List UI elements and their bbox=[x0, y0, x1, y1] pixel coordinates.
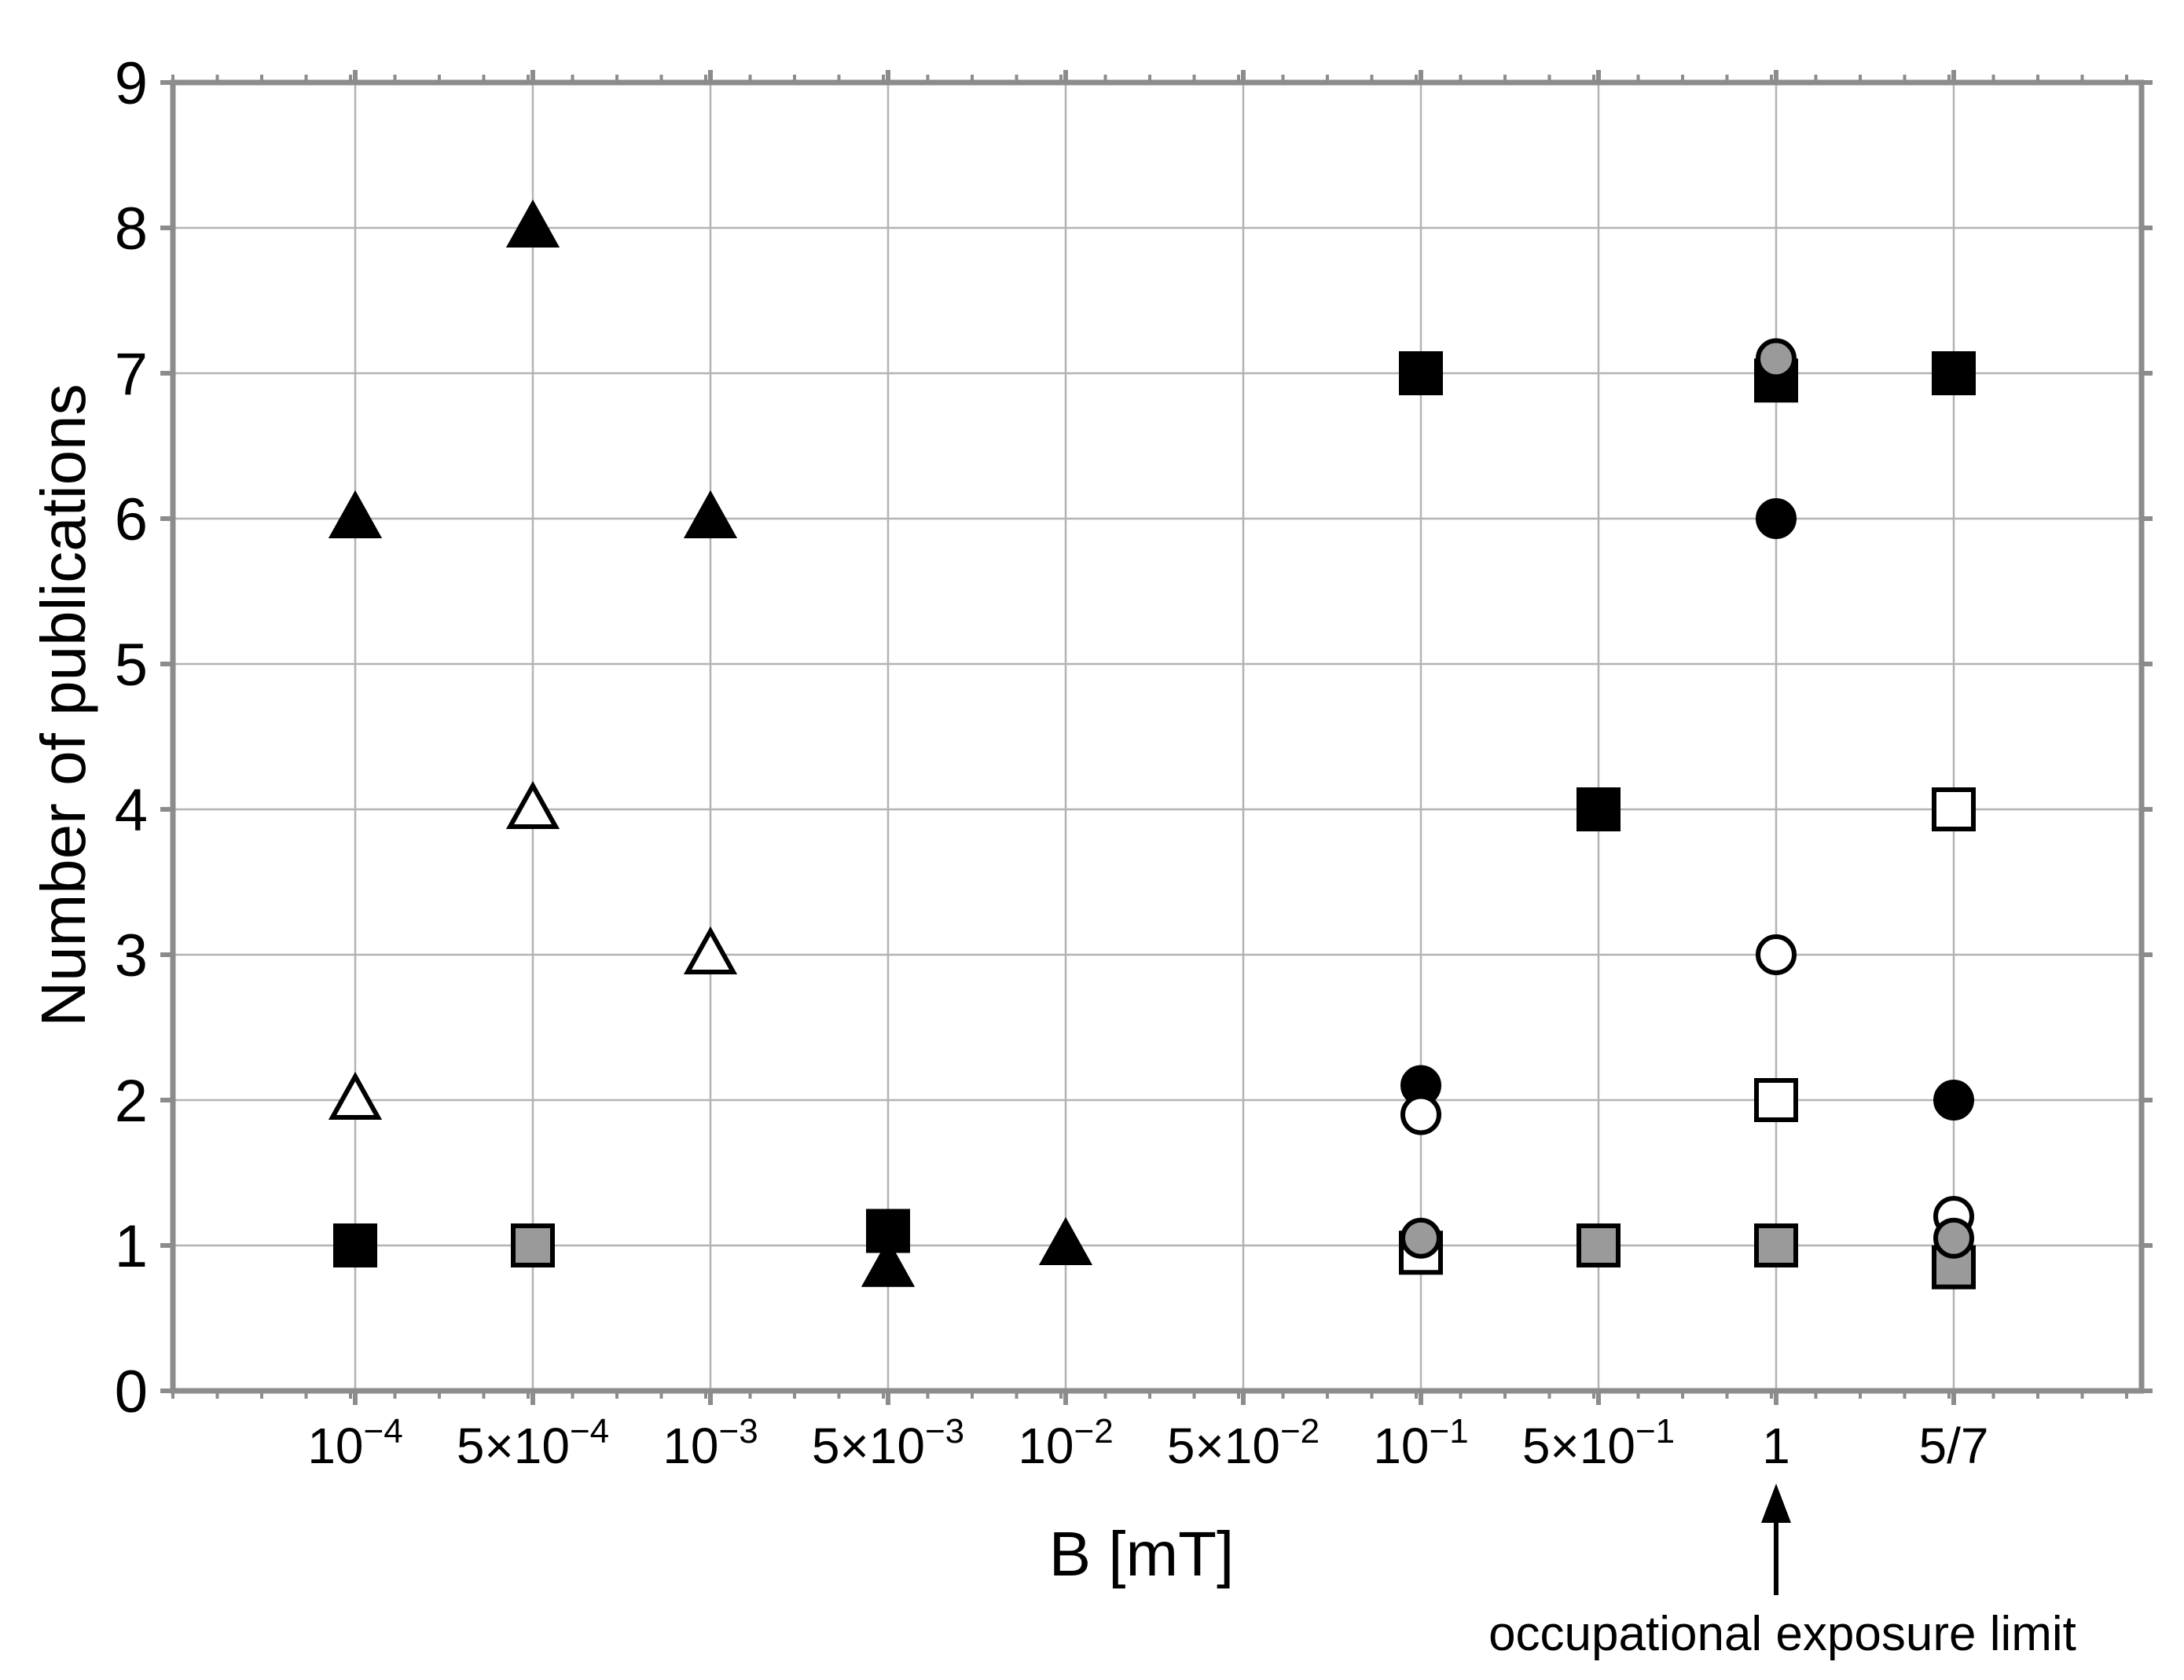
y-tick-labels: 0 1 2 3 4 5 6 7 8 9 bbox=[115, 50, 148, 1425]
x-axis-title: B [mT] bbox=[1049, 1519, 1235, 1589]
white-triangle-marker bbox=[328, 1071, 383, 1120]
black-circle-marker bbox=[1756, 498, 1797, 539]
black-square-marker bbox=[1932, 351, 1976, 395]
plot-frame bbox=[170, 79, 2145, 1394]
white-circle-marker bbox=[1756, 934, 1797, 975]
x-tick-labels: 10−4 5×10−4 10−3 5×10−3 10−2 5×10−2 10−1 5×10−1… bbox=[307, 1412, 1988, 1474]
gray-square-marker bbox=[1754, 1223, 1798, 1267]
gray-square-marker bbox=[1577, 1223, 1621, 1267]
y-tick-label: 3 bbox=[115, 923, 148, 989]
x-tick-label: 5×10−4 bbox=[457, 1412, 609, 1474]
y-tick-label: 2 bbox=[115, 1068, 148, 1135]
y-tick-label: 9 bbox=[115, 50, 148, 117]
y-tick-label: 5 bbox=[115, 632, 148, 699]
white-triangle-marker bbox=[505, 780, 560, 829]
white-square-marker bbox=[1932, 787, 1976, 831]
x-tick-label: 5/7 bbox=[1919, 1418, 1989, 1474]
black-triangle-marker bbox=[505, 199, 560, 248]
y-tick-label: 1 bbox=[115, 1213, 148, 1280]
y-axis-title: Number of publications bbox=[28, 383, 98, 1026]
annotation: occupational exposure limit bbox=[1488, 1484, 2076, 1661]
x-tick-label: 10−3 bbox=[663, 1412, 758, 1474]
x-tick-label: 5×10−3 bbox=[812, 1412, 964, 1474]
black-triangle-marker bbox=[1038, 1216, 1093, 1265]
black-square-marker bbox=[866, 1209, 910, 1253]
gray-circle-marker bbox=[1400, 1217, 1441, 1259]
annotation-label: occupational exposure limit bbox=[1488, 1607, 2076, 1661]
gray-circle-marker bbox=[1756, 338, 1797, 380]
black-triangle-marker bbox=[861, 1238, 916, 1287]
y-tick-label: 6 bbox=[115, 486, 148, 553]
black-circle-marker bbox=[1933, 1080, 1974, 1121]
grid-lines bbox=[173, 83, 2142, 1391]
black-square-marker bbox=[333, 1223, 377, 1267]
black-square-marker bbox=[1399, 351, 1443, 395]
y-tick-label: 7 bbox=[115, 341, 148, 408]
data-points bbox=[328, 199, 1976, 1289]
black-square-marker bbox=[1577, 787, 1621, 831]
axis-ticks bbox=[160, 70, 2153, 1405]
x-tick-label: 10−1 bbox=[1373, 1412, 1468, 1474]
black-triangle-marker bbox=[683, 490, 738, 538]
x-tick-label: 10−4 bbox=[307, 1412, 402, 1474]
x-tick-label: 5×10−2 bbox=[1167, 1412, 1320, 1474]
y-tick-label: 4 bbox=[115, 777, 148, 844]
x-tick-label: 10−2 bbox=[1018, 1412, 1113, 1474]
black-triangle-marker bbox=[328, 490, 383, 538]
x-tick-label: 5×10−1 bbox=[1522, 1412, 1675, 1474]
gray-circle-marker bbox=[1933, 1217, 1974, 1259]
y-tick-label: 0 bbox=[115, 1359, 148, 1425]
white-circle-marker bbox=[1400, 1094, 1441, 1135]
white-square-marker bbox=[1754, 1078, 1798, 1122]
y-tick-label: 8 bbox=[115, 196, 148, 262]
white-triangle-marker bbox=[683, 926, 738, 974]
x-tick-label: 1 bbox=[1762, 1418, 1790, 1474]
gray-square-marker bbox=[511, 1223, 555, 1267]
annotation-arrow-head bbox=[1761, 1484, 1791, 1523]
